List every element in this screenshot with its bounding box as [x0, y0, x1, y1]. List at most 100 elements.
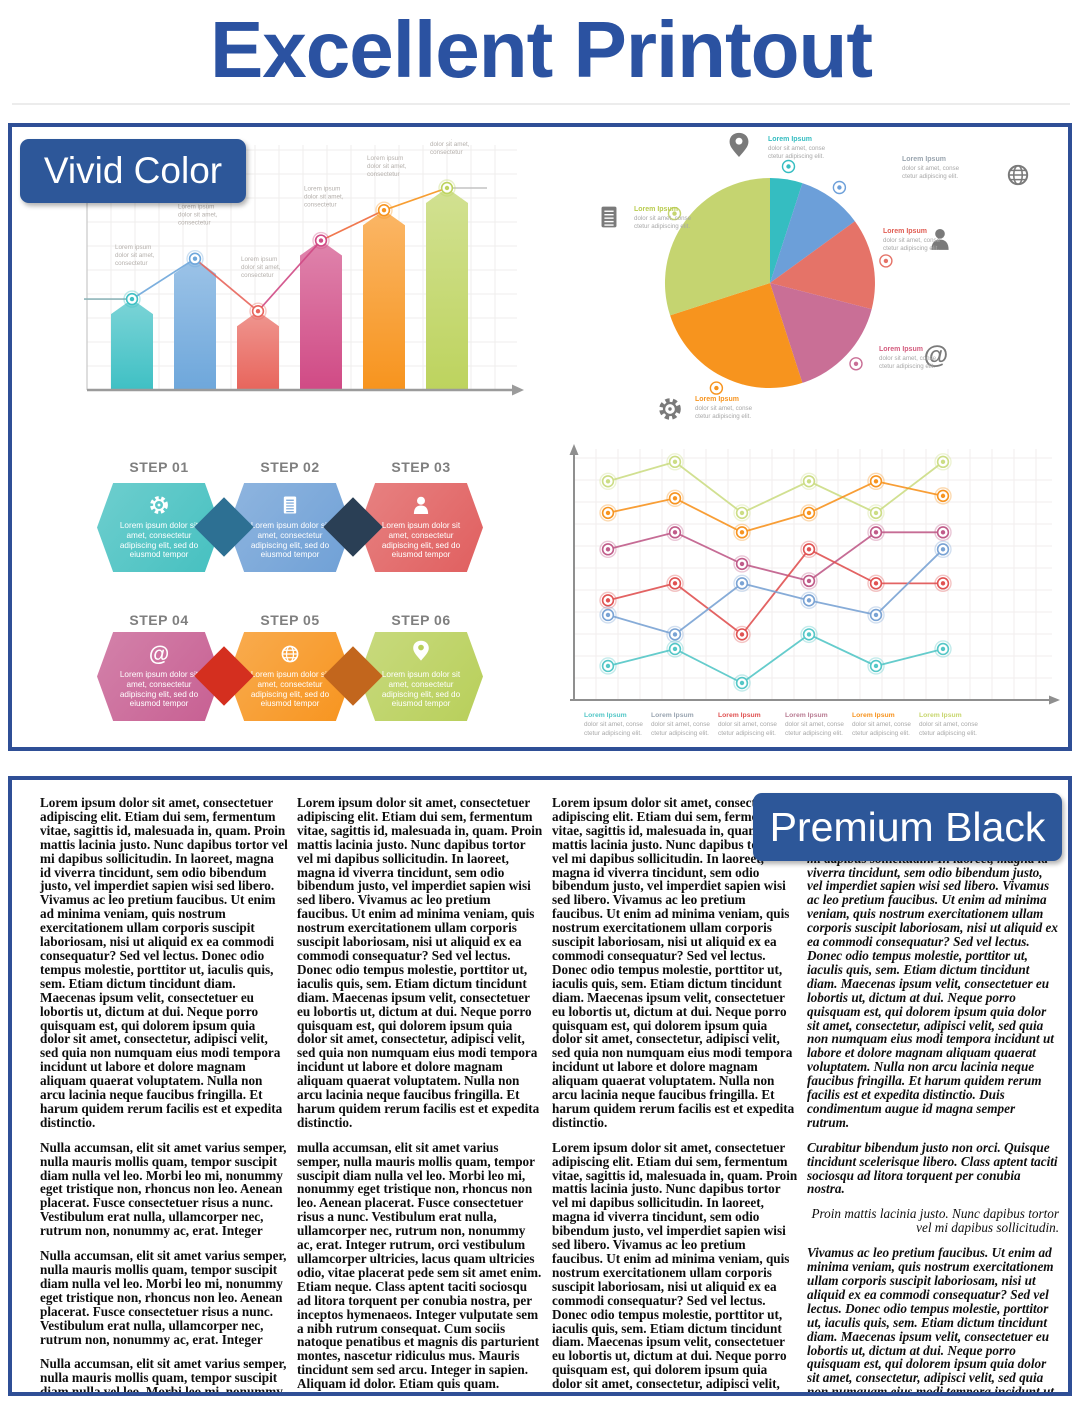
bar	[300, 240, 342, 390]
svg-text:consectetur: consectetur	[367, 171, 400, 178]
pie-slice	[664, 178, 770, 316]
text-column: Lorem ipsum dolor sit amet, consectetuer…	[40, 796, 288, 1396]
paragraph: mulla accumsan, elit sit amet varius sem…	[297, 1139, 542, 1392]
svg-text:dolor sit amet,: dolor sit amet,	[304, 194, 344, 201]
svg-text:dolor sit amet, conse: dolor sit amet, conse	[883, 237, 941, 244]
step-text: Lorem ipsum dolor sit amet, consectetur …	[381, 521, 461, 560]
step-title: STEP 03	[391, 459, 451, 475]
paragraph: Nulla accumsan, elit sit amet varius sem…	[40, 1356, 287, 1396]
line-series	[607, 460, 944, 514]
svg-text:consectetur: consectetur	[241, 272, 274, 279]
svg-text:ctetur adipiscing elit.: ctetur adipiscing elit.	[768, 153, 824, 160]
svg-text:Lorem Ipsum: Lorem Ipsum	[584, 712, 627, 719]
svg-text:Lorem Ipsum: Lorem Ipsum	[651, 712, 694, 719]
gear-icon	[150, 496, 168, 514]
svg-text:ctetur adipiscing elit.: ctetur adipiscing elit.	[695, 413, 751, 420]
step-title: STEP 01	[129, 459, 189, 475]
svg-text:dolor sit amet, conse: dolor sit amet, conse	[695, 405, 753, 412]
pie-slice	[770, 221, 875, 310]
bar	[174, 258, 216, 390]
paragraph: Lorem ipsum dolor sit amet, consectetuer…	[552, 795, 798, 1130]
svg-text:ctetur adipiscing elit.: ctetur adipiscing elit.	[584, 730, 642, 737]
at-icon: @	[149, 643, 169, 666]
document-icon	[283, 496, 297, 514]
svg-text:ctetur adipiscing elit.: ctetur adipiscing elit.	[902, 173, 958, 180]
step-text: Lorem ipsum dolor sit amet, consectetur …	[119, 521, 199, 560]
svg-text:ctetur adipiscing elit.: ctetur adipiscing elit.	[634, 223, 690, 230]
svg-text:Lorem Ipsum: Lorem Ipsum	[879, 346, 923, 353]
bar-chart: Lorem ipsum dolor sit amet, consectetur Lor…	[72, 133, 542, 439]
svg-text:consectetur: consectetur	[115, 260, 148, 267]
paragraph: Proin mattis lacinia justo. Nunc dapibus…	[811, 1206, 1059, 1236]
line-series	[607, 480, 944, 534]
step-hexagon: Lorem ipsum dolor sit amet, consectetur …	[97, 483, 221, 572]
svg-text:Lorem Ipsum: Lorem Ipsum	[695, 396, 739, 403]
at-icon: @	[924, 342, 949, 370]
svg-text:dolor sit amet,: dolor sit amet,	[178, 212, 218, 219]
svg-text:dolor sit amet, conse: dolor sit amet, conse	[718, 721, 777, 728]
paragraph: Vivamus ac leo pretium faucibus. Ut enim…	[807, 1245, 1054, 1396]
svg-text:dolor sit amet, conse: dolor sit amet, conse	[768, 145, 826, 152]
vivid-color-badge: Vivid Color	[20, 139, 246, 203]
svg-text:dolor sit amet, conse: dolor sit amet, conse	[879, 355, 937, 362]
svg-text:ctetur adipiscing elit.: ctetur adipiscing elit.	[883, 245, 939, 252]
svg-text:dolor sit amet, conse: dolor sit amet, conse	[634, 215, 692, 222]
svg-text:dolor sit amet, conse: dolor sit amet, conse	[651, 721, 710, 728]
svg-text:dolor sit amet,: dolor sit amet,	[367, 163, 407, 170]
line-series	[607, 633, 944, 685]
globe-icon	[281, 645, 299, 663]
step-title: STEP 05	[260, 612, 320, 628]
text-column: Lorem ipsum dolor sit amet, consectetuer…	[807, 796, 1059, 1396]
premium-black-panel: Lorem ipsum dolor sit amet, consectetuer…	[8, 776, 1072, 1396]
line-series	[607, 531, 943, 582]
svg-text:dolor sit amet, conse: dolor sit amet, conse	[584, 721, 643, 728]
globe-icon	[1007, 164, 1029, 186]
bar	[363, 210, 405, 390]
svg-text:dolor sit amet,: dolor sit amet,	[430, 141, 470, 148]
svg-text:Lorem ipsum: Lorem ipsum	[367, 155, 403, 162]
svg-text:@: @	[149, 643, 169, 666]
svg-text:Lorem ipsum: Lorem ipsum	[178, 204, 214, 211]
gear-icon	[659, 398, 681, 420]
step-title: STEP 04	[129, 612, 189, 628]
svg-text:Lorem Ipsum: Lorem Ipsum	[718, 712, 761, 719]
paragraph: Lorem ipsum dolor sit amet, consectetuer…	[297, 795, 543, 1130]
svg-text:dolor sit amet, conse: dolor sit amet, conse	[919, 721, 978, 728]
divider	[12, 103, 1070, 105]
pie-slice	[770, 183, 855, 283]
svg-text:ctetur adipiscing elit.: ctetur adipiscing elit.	[785, 730, 843, 737]
svg-text:dolor sit amet, conse: dolor sit amet, conse	[785, 721, 844, 728]
svg-text:Lorem ipsum: Lorem ipsum	[241, 256, 277, 263]
document-icon	[601, 206, 617, 228]
svg-text:Lorem ipsum: Lorem ipsum	[304, 186, 340, 193]
pie-slice	[770, 177, 803, 283]
step-title: STEP 06	[391, 612, 451, 628]
page-title: Excellent Printout	[209, 5, 873, 94]
svg-text:Lorem Ipsum: Lorem Ipsum	[902, 156, 946, 163]
step-text: Lorem ipsum dolor sit amet, consectetur …	[381, 670, 461, 709]
svg-text:Lorem Ipsum: Lorem Ipsum	[768, 136, 812, 143]
svg-text:Lorem Ipsum: Lorem Ipsum	[852, 712, 895, 719]
svg-text:consectetur: consectetur	[304, 202, 337, 209]
pie-slice	[770, 283, 872, 383]
line-chart: Lorem Ipsum dolor sit amet, conse ctetur a…	[557, 439, 1068, 744]
svg-text:Lorem Ipsum: Lorem Ipsum	[919, 712, 962, 719]
svg-text:ctetur adipiscing elit.: ctetur adipiscing elit.	[919, 730, 977, 737]
paragraph: Nulla accumsan, elit sit amet varius sem…	[40, 1248, 287, 1347]
vivid-color-panel: Vivid Color Lorem ipsum dolor sit amet, co…	[8, 123, 1072, 751]
line-series	[607, 548, 944, 636]
paragraph: Nulla accumsan, elit sit amet varius sem…	[40, 1139, 287, 1239]
svg-text:ctetur adipiscing elit.: ctetur adipiscing elit.	[852, 730, 910, 737]
pin-icon	[729, 132, 749, 158]
svg-text:@: @	[924, 342, 949, 370]
svg-text:dolor sit amet, conse: dolor sit amet, conse	[852, 721, 911, 728]
premium-black-badge: Premium Black	[753, 793, 1062, 861]
person-icon	[931, 228, 949, 250]
step-hexagon: @ Lorem ipsum dolor sit amet, consectetur…	[97, 632, 221, 721]
step-title: STEP 02	[260, 459, 320, 475]
pie-chart: Lorem Ipsum dolor sit amet, conse ctetur a…	[552, 127, 1068, 457]
pin-icon	[413, 640, 429, 661]
bar	[237, 311, 279, 390]
step-text: Lorem ipsum dolor sit amet, consectetur …	[250, 670, 330, 709]
step-text: Lorem ipsum dolor sit amet, consectetur …	[250, 521, 330, 560]
